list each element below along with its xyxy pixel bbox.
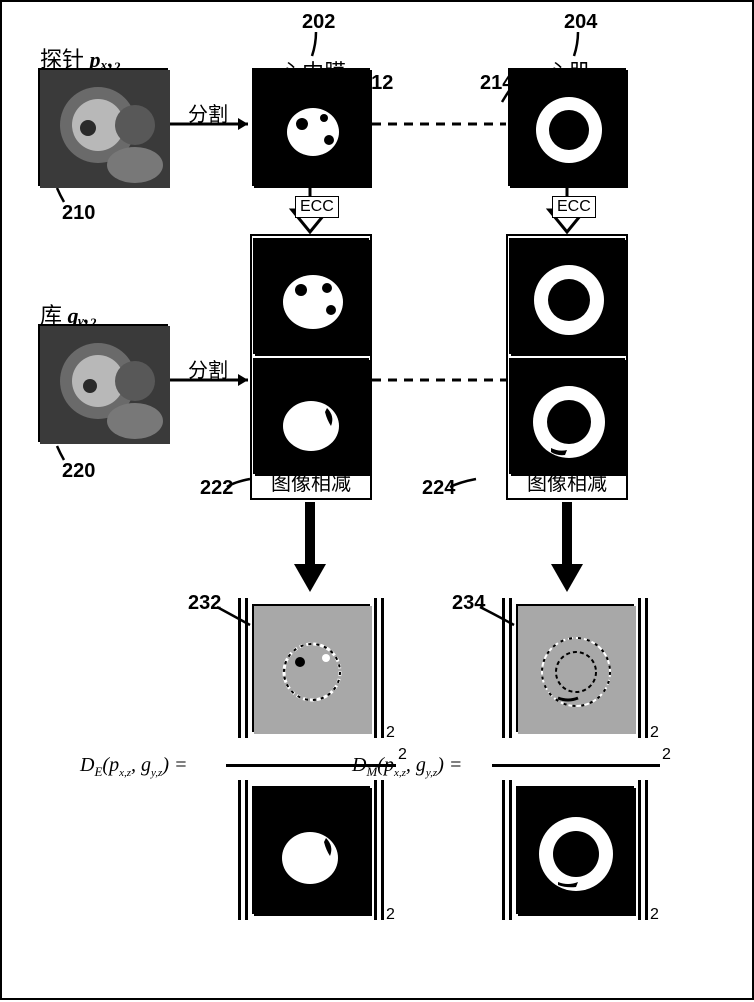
callout-222: 222 bbox=[200, 477, 233, 500]
callout-212: 212 bbox=[360, 72, 393, 95]
myo-denom-group bbox=[502, 780, 648, 920]
norm-sub-top-myo: 2 bbox=[650, 724, 659, 742]
exp-2-myo: 2 bbox=[662, 746, 671, 764]
ecc-label-endo: ECC bbox=[295, 196, 339, 218]
callout-214: 214 bbox=[480, 72, 513, 95]
norm-sub-bot-myo: 2 bbox=[650, 906, 659, 924]
figure-container: 202 bbox=[0, 0, 754, 1000]
myo-result-group bbox=[502, 598, 648, 738]
exp-2-endo: 2 bbox=[398, 746, 407, 764]
ecc-label-myo: ECC bbox=[552, 196, 596, 218]
norm-sub-bot-endo: 2 bbox=[386, 906, 395, 924]
frac-bar-endo bbox=[226, 764, 396, 767]
endo-mask-probe bbox=[252, 68, 370, 186]
norm-sub-top-endo: 2 bbox=[386, 724, 395, 742]
endo-pair-box: 图像相减 bbox=[250, 234, 372, 500]
callout-220: 220 bbox=[62, 460, 95, 483]
seg-label-probe: 分割 bbox=[188, 98, 228, 127]
endo-result-group bbox=[238, 598, 384, 738]
endo-denom-group bbox=[238, 780, 384, 920]
myo-mask-probe bbox=[508, 68, 626, 186]
gallery-mri bbox=[38, 324, 168, 442]
callout-234: 234 bbox=[452, 592, 485, 615]
formula-myo: DM(px,z, gy,z) = bbox=[352, 754, 462, 780]
callout-232: 232 bbox=[188, 592, 221, 615]
seg-label-gallery: 分割 bbox=[188, 354, 228, 383]
frac-bar-myo bbox=[492, 764, 660, 767]
myo-pair-box: 图像相减 bbox=[506, 234, 628, 500]
formula-endo: DE(px,z, gy,z) = bbox=[80, 754, 187, 780]
probe-mri bbox=[38, 68, 168, 186]
callout-224: 224 bbox=[422, 477, 455, 500]
callout-204: 204 bbox=[564, 11, 597, 34]
callout-210: 210 bbox=[62, 202, 95, 225]
